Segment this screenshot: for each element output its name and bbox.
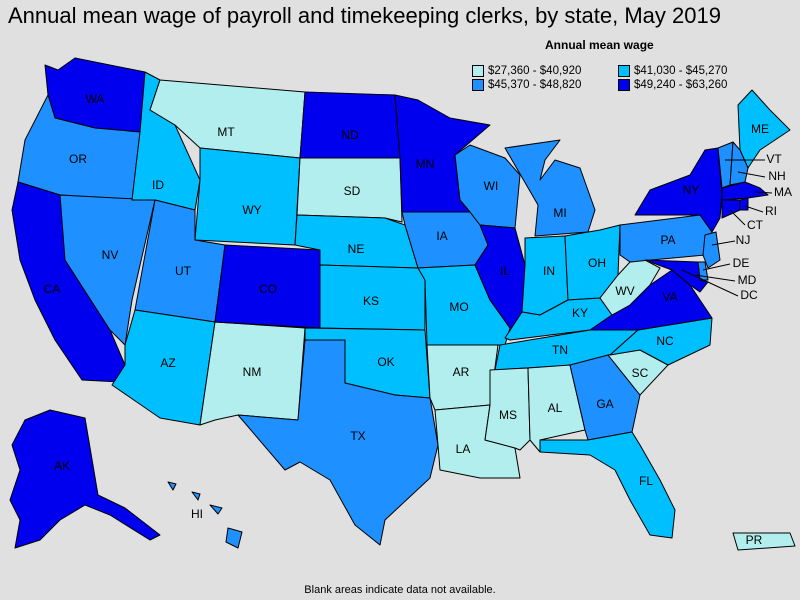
legend-label-2: $41,030 - $45,270	[634, 65, 728, 77]
label-TX: TX	[350, 429, 365, 443]
state-MI[interactable]	[504, 139, 596, 237]
legend-item-3: $45,370 - $48,820	[472, 79, 581, 91]
leader-line-NJ	[711, 240, 736, 246]
label-MD: MD	[738, 273, 757, 287]
label-WI: WI	[484, 179, 499, 193]
label-NJ: NJ	[736, 233, 751, 247]
label-DE: DE	[733, 256, 750, 270]
label-PR: PR	[746, 533, 763, 547]
label-NH: NH	[768, 169, 785, 183]
label-FL: FL	[639, 474, 653, 488]
state-WY[interactable]	[194, 147, 301, 246]
label-MN: MN	[416, 157, 435, 171]
leader-line-MA	[754, 191, 773, 194]
label-NE: NE	[348, 242, 365, 256]
legend-label-1: $27,360 - $40,920	[488, 65, 582, 77]
state-HI[interactable]	[167, 481, 243, 549]
state-NH[interactable]	[729, 141, 749, 186]
legend-swatch-2	[618, 65, 630, 77]
label-NC: NC	[656, 334, 674, 348]
state-RI[interactable]	[739, 197, 749, 211]
label-IA: IA	[436, 229, 447, 243]
label-OK: OK	[377, 355, 394, 369]
label-IN: IN	[543, 264, 555, 278]
label-UT: UT	[175, 264, 192, 278]
label-ID: ID	[152, 178, 164, 192]
leader-line-CT	[729, 209, 746, 226]
state-SD[interactable]	[296, 157, 403, 223]
label-AZ: AZ	[160, 356, 175, 370]
label-AL: AL	[548, 401, 563, 415]
label-HI: HI	[191, 507, 203, 521]
label-AR: AR	[453, 365, 470, 379]
leader-line-DE	[702, 263, 731, 271]
label-AK: AK	[54, 459, 70, 473]
label-SC: SC	[632, 366, 649, 380]
label-ME: ME	[751, 122, 769, 136]
label-WV: WV	[615, 284, 634, 298]
state-MD[interactable]	[644, 259, 709, 293]
label-NY: NY	[683, 183, 700, 197]
legend-swatch-4	[618, 79, 630, 91]
label-VA: VA	[662, 290, 677, 304]
state-PR[interactable]	[732, 532, 796, 551]
legend-label-4: $49,240 - $63,260	[634, 79, 728, 91]
label-GA: GA	[596, 397, 613, 411]
state-WV[interactable]	[599, 259, 661, 316]
leader-line-MD	[694, 274, 736, 282]
label-MS: MS	[499, 408, 517, 422]
label-IL: IL	[500, 264, 510, 278]
legend-item-1: $27,360 - $40,920	[472, 65, 581, 77]
label-NM: NM	[243, 365, 262, 379]
state-AK[interactable]	[9, 409, 161, 549]
footnote: Blank areas indicate data not available.	[304, 584, 496, 596]
leader-line-RI	[744, 205, 764, 213]
label-KY: KY	[572, 306, 588, 320]
state-KS[interactable]	[319, 264, 426, 331]
legend-swatch-3	[472, 79, 484, 91]
label-CT: CT	[747, 218, 764, 232]
label-ND: ND	[341, 128, 359, 142]
label-PA: PA	[660, 233, 675, 247]
label-NV: NV	[102, 248, 119, 262]
label-MI: MI	[553, 206, 566, 220]
state-TX[interactable]	[237, 339, 439, 546]
state-IL[interactable]	[474, 224, 526, 329]
label-WA: WA	[86, 92, 105, 106]
state-CT[interactable]	[721, 199, 741, 219]
label-MO: MO	[449, 300, 468, 314]
legend-item-4: $49,240 - $63,260	[618, 79, 727, 91]
label-CO: CO	[259, 282, 277, 296]
legend-title: Annual mean wage	[545, 38, 654, 52]
legend-swatch-1	[472, 65, 484, 77]
leader-line-NH	[737, 171, 766, 178]
label-OR: OR	[69, 152, 87, 166]
label-KS: KS	[363, 294, 379, 308]
leader-line-DC	[681, 269, 739, 297]
legend-item-2: $41,030 - $45,270	[618, 65, 727, 77]
label-RI: RI	[765, 204, 777, 218]
state-NJ[interactable]	[702, 231, 721, 269]
map-title: Annual mean wage of payroll and timekeep…	[8, 3, 721, 28]
label-SD: SD	[344, 184, 361, 198]
label-CA: CA	[44, 282, 61, 296]
state-ND[interactable]	[299, 91, 401, 159]
label-MT: MT	[217, 125, 235, 139]
label-WY: WY	[242, 203, 261, 217]
label-OH: OH	[588, 256, 606, 270]
label-LA: LA	[456, 442, 471, 456]
state-FL[interactable]	[539, 431, 676, 539]
label-VT: VT	[766, 152, 782, 166]
label-MA: MA	[774, 185, 792, 199]
label-TN: TN	[552, 343, 568, 357]
legend-label-3: $45,370 - $48,820	[488, 79, 582, 91]
label-DC: DC	[740, 288, 758, 302]
